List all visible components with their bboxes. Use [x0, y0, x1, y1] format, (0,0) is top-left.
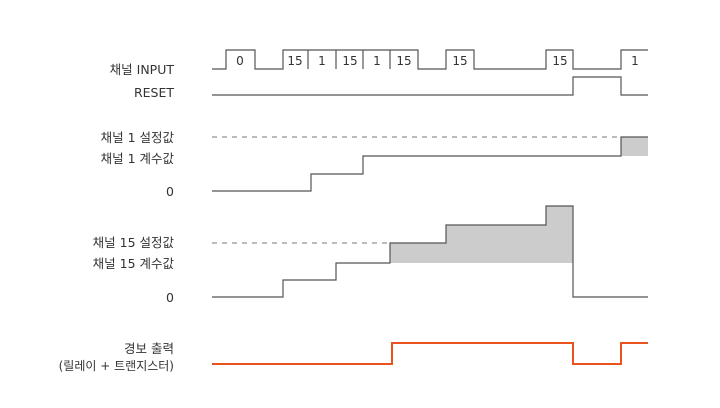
ch15-zero-label: 0	[166, 290, 174, 305]
ch1-zero-label: 0	[166, 184, 174, 199]
input-pulse-labels: 0 15 1 15 1 15 15 15 1	[236, 54, 639, 68]
reset-label: RESET	[133, 85, 174, 100]
input-label: 채널 INPUT	[109, 62, 174, 77]
ch15-exceed-fill	[390, 206, 573, 263]
ch1-count-label: 채널 1 계수값	[100, 151, 174, 166]
input-waveform	[212, 49, 648, 70]
ch15-setpoint-label: 채널 15 설정값	[92, 235, 174, 250]
alarm-label-line1: 경보 출력	[124, 341, 174, 356]
ch1-exceed-fill	[621, 137, 648, 156]
input-pulse-label: 1	[318, 54, 326, 68]
ch15-count-label: 채널 15 계수값	[92, 256, 174, 271]
input-pulse-label: 15	[342, 54, 357, 68]
input-pulse-label: 1	[373, 54, 381, 68]
input-pulse-label: 1	[631, 54, 639, 68]
ch1-setpoint-label: 채널 1 설정값	[100, 130, 174, 145]
ch1-count-waveform	[212, 136, 648, 192]
ch15-count-waveform	[212, 205, 648, 298]
input-pulse-label: 15	[452, 54, 467, 68]
alarm-label-line2: (릴레이 + 트랜지스터)	[58, 359, 174, 373]
reset-waveform	[212, 76, 648, 96]
input-pulse-label: 0	[236, 54, 244, 68]
input-pulse-label: 15	[396, 54, 411, 68]
alarm-output-waveform	[212, 342, 648, 365]
input-pulse-label: 15	[552, 54, 567, 68]
input-pulse-label: 15	[287, 54, 302, 68]
